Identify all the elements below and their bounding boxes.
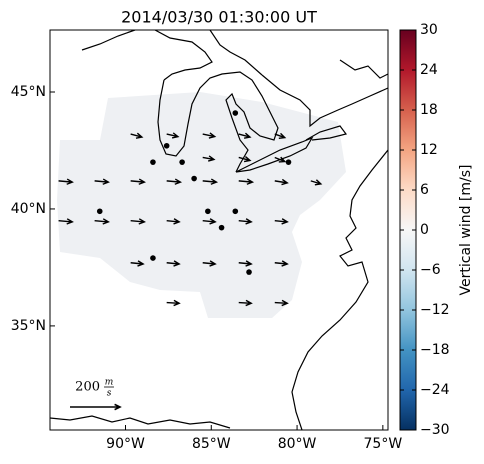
station [232, 208, 239, 215]
wind-arrow [130, 218, 146, 225]
wind-arrow [310, 179, 323, 186]
wind-arrow [130, 132, 144, 139]
wind-arrow [166, 299, 181, 307]
wind-arrow [202, 155, 216, 162]
wind-arrow [58, 218, 74, 225]
wind-arrow [166, 132, 180, 139]
station [205, 208, 211, 215]
coverage-area [57, 92, 346, 318]
y-tick-label: 45°N [11, 84, 46, 100]
wind-arrow [238, 299, 253, 307]
colorbar-tick-label: −12 [420, 302, 450, 318]
chart-title: 2014/03/30 01:30:00 UT [121, 8, 317, 27]
colorbar-tick-label: −6 [420, 262, 441, 278]
wind-arrow [274, 299, 289, 307]
station [96, 208, 103, 215]
wind-arrow [274, 260, 289, 267]
wind-arrow [238, 178, 255, 185]
station [285, 159, 292, 165]
x-tick-label: 85°W [192, 436, 231, 452]
wind-arrow [238, 132, 252, 139]
colorbar-tick-label: 6 [420, 182, 429, 198]
scale-unit-num: m [105, 378, 114, 388]
wind-arrow [130, 178, 146, 185]
wind-arrow [94, 218, 110, 225]
colorbar-tick-label: 12 [420, 142, 438, 158]
wind-arrow [202, 260, 217, 267]
colorbar-tick-label: −30 [420, 422, 450, 438]
wind-arrow [274, 178, 289, 186]
map-frame [49, 29, 389, 431]
wind-arrow [130, 260, 145, 267]
wind-arrow [202, 178, 219, 185]
scale-arrow [70, 403, 122, 411]
wind-arrow [166, 218, 181, 225]
station [191, 175, 197, 182]
wind-arrow [238, 218, 253, 225]
wind-arrow [274, 132, 287, 139]
wind-arrow [238, 156, 252, 163]
wind-arrow [94, 178, 110, 185]
station [150, 159, 156, 165]
station [232, 110, 239, 116]
scale-label: 200 [75, 380, 100, 395]
wind-arrow [58, 178, 74, 185]
station [163, 142, 170, 149]
x-tick-label: 80°W [278, 436, 317, 452]
wind-arrow [274, 156, 287, 163]
colorbar-tick-label: 24 [420, 62, 438, 78]
y-tick-label: 40°N [11, 201, 46, 217]
colorbar-tick-label: 30 [420, 22, 438, 38]
station [246, 269, 252, 275]
wind-arrow [238, 260, 253, 267]
wind-arrow [202, 218, 217, 225]
map-marks [58, 110, 323, 307]
x-tick-label: 90°W [106, 436, 145, 452]
x-tick-label: 75°W [364, 436, 403, 452]
colorbar-label: Vertical wind [m/s] [458, 165, 474, 296]
coastlines [50, 30, 388, 430]
station [179, 159, 185, 165]
scale-unit-den: s [107, 389, 112, 399]
colorbar-tick-label: 18 [420, 102, 438, 118]
map-area [50, 30, 388, 430]
station [150, 255, 156, 261]
wind-arrow [166, 178, 183, 185]
wind-arrow [274, 218, 289, 225]
station [218, 224, 225, 231]
colorbar-tick-label: −24 [420, 382, 450, 398]
y-tick-label: 35°N [11, 318, 46, 334]
colorbar-tick-label: −18 [420, 342, 450, 358]
wind-arrow [166, 260, 181, 267]
colorbar-tick-label: 0 [420, 222, 429, 238]
wind-arrow [202, 132, 217, 139]
